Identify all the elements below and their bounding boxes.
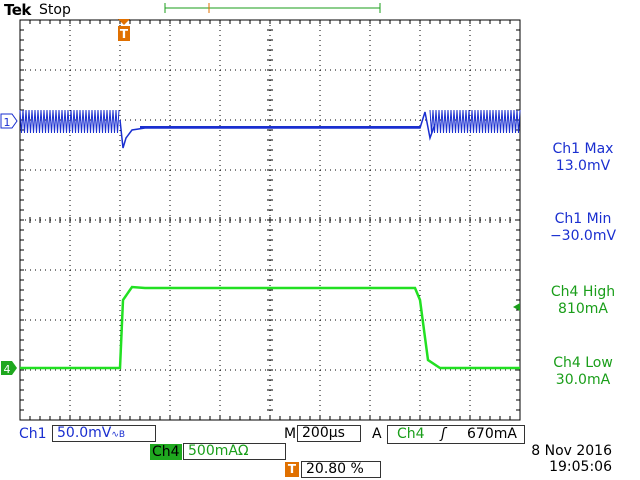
measurement-ch4-low: Ch4 Low 30.0mA bbox=[528, 355, 638, 389]
trigger-position-icon: T bbox=[285, 462, 299, 477]
acquisition-status: Stop bbox=[39, 2, 71, 18]
record-length-bar bbox=[164, 3, 381, 13]
waveforms bbox=[19, 109, 521, 370]
measurement-value: 30.0mA bbox=[555, 372, 611, 388]
timebase-value: 200μs bbox=[302, 425, 345, 441]
ch4-trace bbox=[20, 285, 520, 370]
measurement-label: Ch1 Max bbox=[552, 141, 614, 157]
svg-text:T: T bbox=[120, 27, 129, 41]
ch1-label: Ch1 bbox=[19, 426, 47, 442]
measurement-value: −30.0mV bbox=[549, 228, 617, 244]
measurement-value: 810mA bbox=[558, 301, 608, 317]
measurement-ch4-high: Ch4 High 810mA bbox=[528, 284, 638, 318]
date-time: 8 Nov 2016 19:05:06 bbox=[512, 443, 612, 475]
svg-text:4: 4 bbox=[4, 363, 11, 376]
ch1-trace-segment bbox=[19, 109, 120, 134]
timebase-box[interactable]: 200μs bbox=[297, 425, 361, 442]
tek-logo: Tek bbox=[4, 1, 31, 19]
trigger-source: Ch4 bbox=[397, 426, 425, 442]
measurement-ch1-min: Ch1 Min −30.0mV bbox=[528, 211, 638, 245]
ch4-scale-box[interactable]: 500mAΩ bbox=[183, 443, 286, 460]
svg-text:1: 1 bbox=[4, 116, 11, 129]
measurement-label: Ch4 Low bbox=[553, 355, 613, 371]
trigger-level-arrow[interactable] bbox=[513, 303, 520, 311]
trigger-box[interactable]: Ch4 ʃ 670mA bbox=[387, 425, 525, 444]
graticule bbox=[19, 19, 521, 421]
date: 8 Nov 2016 bbox=[531, 443, 612, 459]
ch4-label-box[interactable]: Ch4 bbox=[150, 444, 182, 460]
trigger-position-box[interactable]: 20.80 % bbox=[301, 461, 381, 478]
trigger-position-marker[interactable]: T bbox=[118, 19, 130, 41]
measurement-label: Ch1 Min bbox=[554, 211, 612, 227]
ch4-label: Ch4 bbox=[150, 444, 182, 460]
trigger-position-value: 20.80 % bbox=[306, 461, 364, 477]
ch4-scale: 500mAΩ bbox=[188, 443, 249, 459]
ch1-scale-box[interactable]: 50.0mV∿B bbox=[52, 425, 156, 442]
trigger-mode: A bbox=[372, 426, 382, 442]
measurement-label: Ch4 High bbox=[550, 284, 616, 300]
ch1-trace-segment bbox=[429, 109, 521, 134]
ch1-trace-segment bbox=[119, 111, 436, 149]
measurement-ch1-max: Ch1 Max 13.0mV bbox=[528, 141, 638, 175]
trigger-level: 670mA bbox=[467, 426, 517, 442]
time: 19:05:06 bbox=[549, 459, 612, 475]
measurement-value: 13.0mV bbox=[555, 158, 611, 174]
timebase-label: M bbox=[284, 426, 297, 442]
ch1-coupling: ∿B bbox=[111, 430, 126, 440]
ch1-scale: 50.0mV bbox=[57, 425, 112, 441]
trigger-slope-icon: ʃ bbox=[441, 426, 446, 442]
ch1-ground-marker[interactable]: 1 bbox=[0, 113, 18, 129]
ch4-ground-marker[interactable]: 4 bbox=[1, 361, 17, 376]
